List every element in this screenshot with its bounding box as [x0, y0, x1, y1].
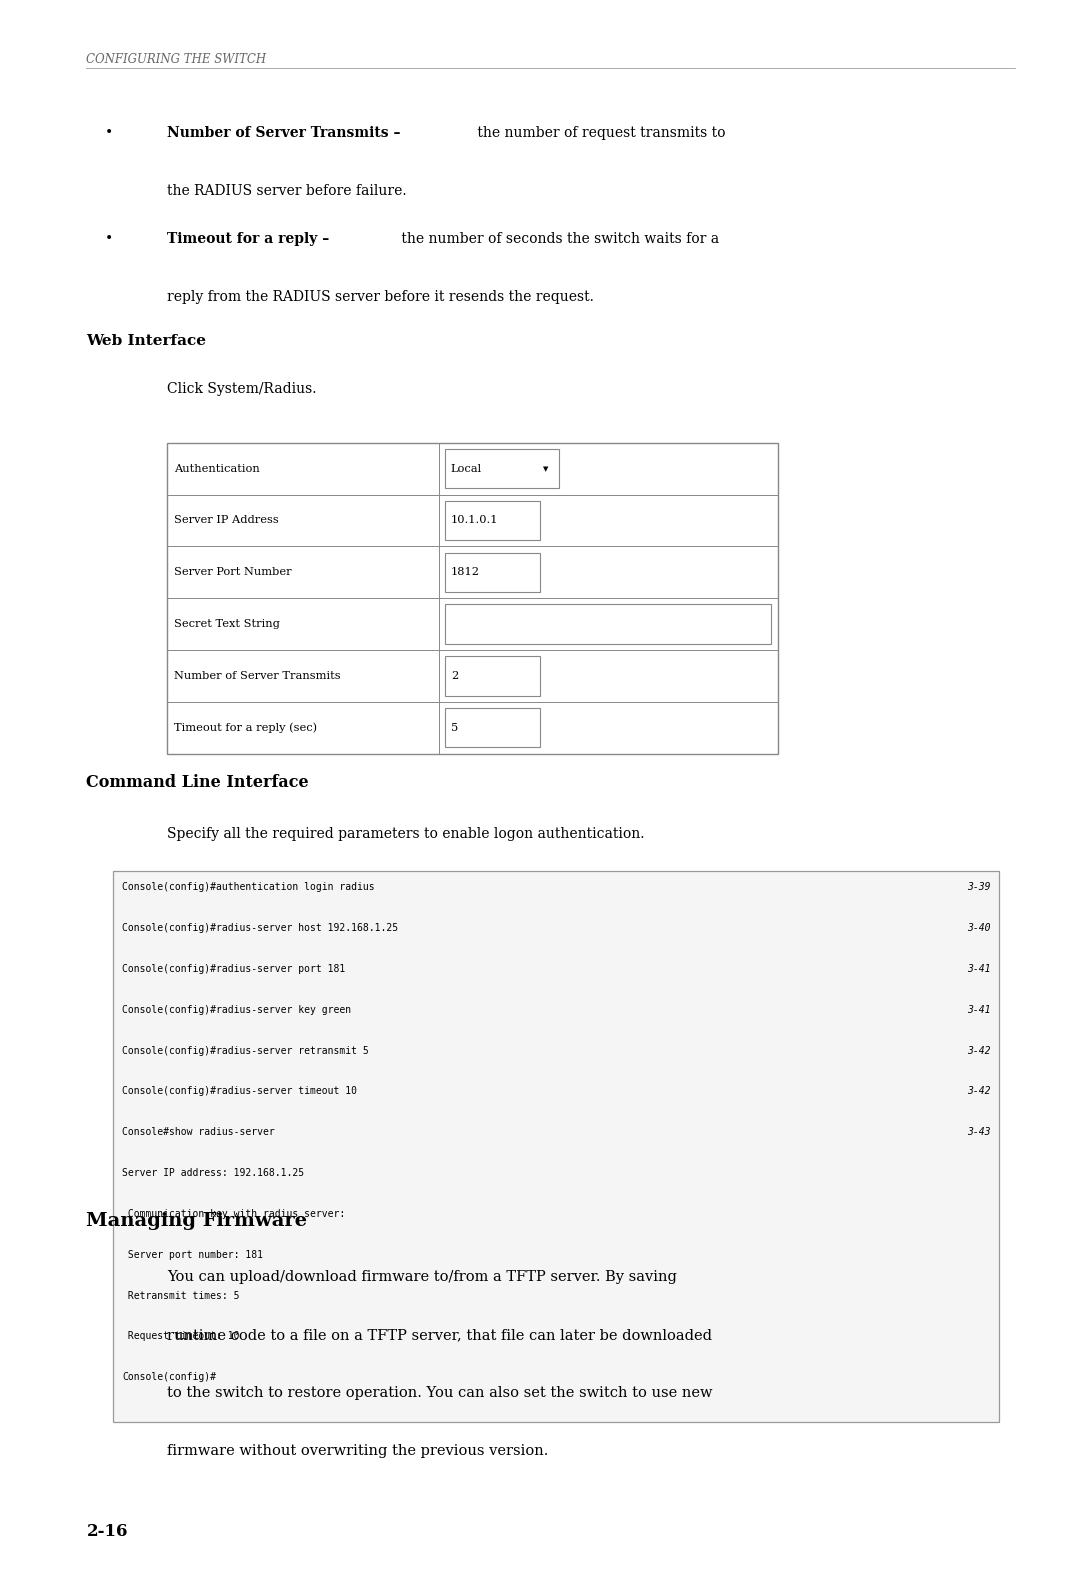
- Text: Click System/Radius.: Click System/Radius.: [167, 382, 316, 396]
- Text: Timeout for a reply (sec): Timeout for a reply (sec): [174, 722, 318, 733]
- Text: Console#show radius-server: Console#show radius-server: [122, 1127, 274, 1137]
- Text: 3-41: 3-41: [967, 1005, 990, 1014]
- Text: runtime code to a file on a TFTP server, that file can later be downloaded: runtime code to a file on a TFTP server,…: [167, 1328, 713, 1342]
- Text: Number of Server Transmits –: Number of Server Transmits –: [167, 126, 401, 140]
- Text: 3-40: 3-40: [967, 923, 990, 933]
- Text: 5: 5: [450, 722, 458, 733]
- Bar: [445, 501, 540, 540]
- Text: Console(config)#: Console(config)#: [122, 1372, 216, 1382]
- Text: 1812: 1812: [450, 567, 480, 578]
- Text: Server IP Address: Server IP Address: [174, 515, 279, 526]
- Text: •: •: [105, 126, 113, 140]
- Text: Secret Text String: Secret Text String: [174, 619, 280, 630]
- Text: Server port number: 181: Server port number: 181: [122, 1250, 264, 1259]
- Bar: [167, 443, 778, 754]
- Text: ▼: ▼: [542, 466, 548, 471]
- Text: Specify all the required parameters to enable logon authentication.: Specify all the required parameters to e…: [167, 827, 645, 842]
- Bar: [445, 604, 771, 644]
- Text: the RADIUS server before failure.: the RADIUS server before failure.: [167, 184, 407, 198]
- Text: Console(config)#radius-server timeout 10: Console(config)#radius-server timeout 10: [122, 1086, 357, 1096]
- Text: Request timeout: 10: Request timeout: 10: [122, 1331, 240, 1341]
- Text: Communication key with radius server:: Communication key with radius server:: [122, 1209, 346, 1218]
- Text: Console(config)#radius-server key green: Console(config)#radius-server key green: [122, 1005, 351, 1014]
- Text: reply from the RADIUS server before it resends the request.: reply from the RADIUS server before it r…: [167, 290, 594, 305]
- Text: Server Port Number: Server Port Number: [174, 567, 292, 578]
- Text: •: •: [105, 232, 113, 246]
- Bar: [445, 449, 558, 488]
- Text: Local: Local: [450, 463, 482, 474]
- Text: to the switch to restore operation. You can also set the switch to use new: to the switch to restore operation. You …: [167, 1386, 713, 1400]
- Text: 3-42: 3-42: [967, 1046, 990, 1055]
- Text: Number of Server Transmits: Number of Server Transmits: [174, 670, 340, 681]
- Text: firmware without overwriting the previous version.: firmware without overwriting the previou…: [167, 1444, 549, 1459]
- Bar: [445, 708, 540, 747]
- Text: Server IP address: 192.168.1.25: Server IP address: 192.168.1.25: [122, 1168, 305, 1178]
- Text: Authentication: Authentication: [174, 463, 259, 474]
- Text: the number of request transmits to: the number of request transmits to: [473, 126, 726, 140]
- Text: Console(config)#radius-server host 192.168.1.25: Console(config)#radius-server host 192.1…: [122, 923, 399, 933]
- Text: CONFIGURING THE SWITCH: CONFIGURING THE SWITCH: [86, 53, 267, 66]
- Bar: [113, 871, 999, 1422]
- Text: You can upload/download firmware to/from a TFTP server. By saving: You can upload/download firmware to/from…: [167, 1270, 677, 1284]
- Text: 3-43: 3-43: [967, 1127, 990, 1137]
- Text: 3-41: 3-41: [967, 964, 990, 973]
- Text: Managing Firmware: Managing Firmware: [86, 1212, 308, 1229]
- Bar: [445, 553, 540, 592]
- Text: Console(config)#radius-server retransmit 5: Console(config)#radius-server retransmit…: [122, 1046, 368, 1055]
- Text: Console(config)#radius-server port 181: Console(config)#radius-server port 181: [122, 964, 346, 973]
- Text: 2: 2: [450, 670, 458, 681]
- Text: 2-16: 2-16: [86, 1523, 127, 1540]
- Bar: [445, 656, 540, 696]
- Text: Console(config)#authentication login radius: Console(config)#authentication login rad…: [122, 882, 375, 892]
- Text: Retransmit times: 5: Retransmit times: 5: [122, 1291, 240, 1300]
- Text: Timeout for a reply –: Timeout for a reply –: [167, 232, 329, 246]
- Text: 3-42: 3-42: [967, 1086, 990, 1096]
- Text: the number of seconds the switch waits for a: the number of seconds the switch waits f…: [397, 232, 719, 246]
- Text: 3-39: 3-39: [967, 882, 990, 892]
- Text: Web Interface: Web Interface: [86, 334, 206, 349]
- Text: 10.1.0.1: 10.1.0.1: [450, 515, 498, 526]
- Text: Command Line Interface: Command Line Interface: [86, 774, 309, 791]
